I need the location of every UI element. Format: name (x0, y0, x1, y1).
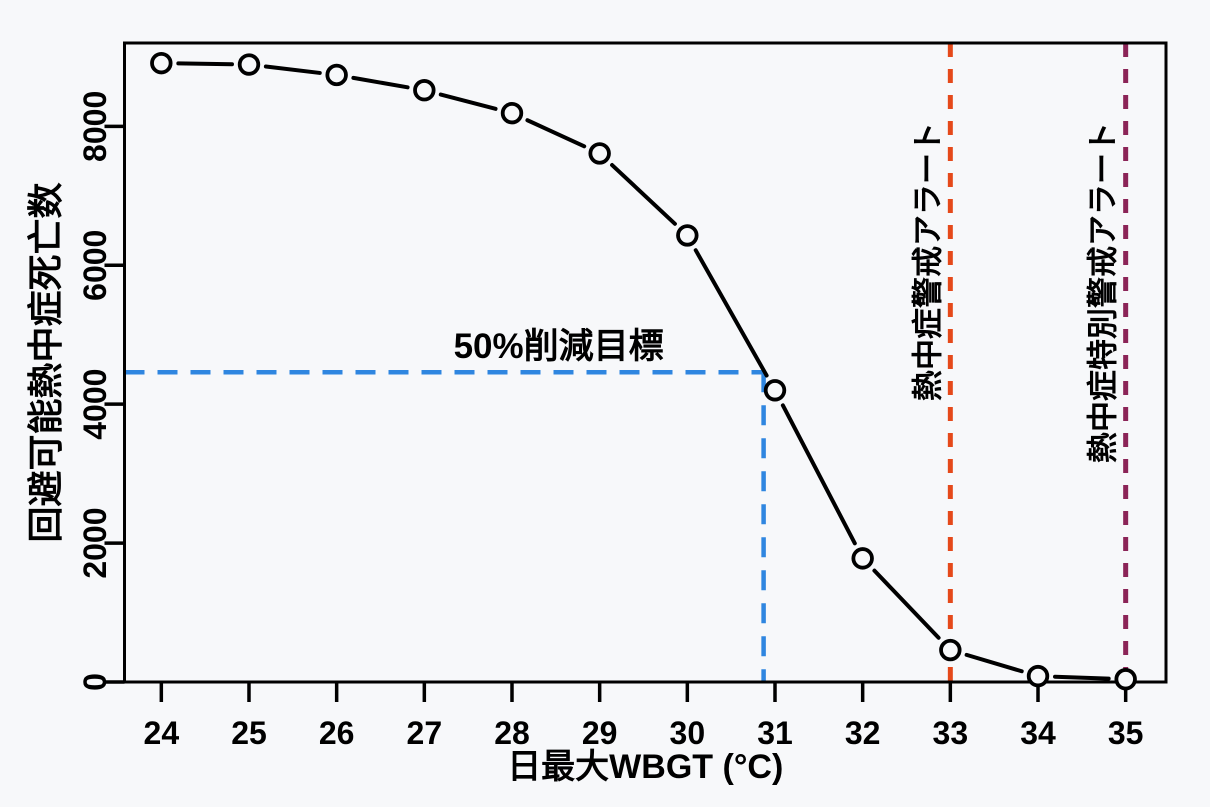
curve-segment (780, 403, 857, 546)
data-point-marker (939, 638, 962, 662)
curve-segment (351, 75, 410, 90)
x-tick-label: 29 (582, 715, 618, 751)
curve-segment (1052, 674, 1111, 681)
x-tick-label: 28 (494, 715, 530, 751)
data-point-marker (1114, 668, 1137, 691)
reduction-target-label: 50%削減目標 (454, 327, 664, 366)
y-tick-label: 0 (77, 673, 113, 691)
x-tick-label: 26 (319, 715, 355, 751)
x-tick-label: 32 (845, 715, 881, 751)
x-tick-label: 25 (231, 715, 267, 751)
curve-segment (872, 568, 941, 640)
alert-warning-label: 熱中症警戒アラート (910, 122, 945, 401)
data-point-marker (1026, 664, 1050, 688)
data-point-marker (763, 379, 787, 402)
target-lines (124, 369, 766, 682)
y-axis-label: 回避可能熱中症死亡数 (25, 182, 66, 542)
x-axis-label: 日最大WBGT (°C) (507, 748, 783, 786)
data-point-marker (413, 79, 436, 102)
data-point-marker (325, 63, 348, 87)
data-series (150, 51, 1137, 691)
x-tick-label: 30 (670, 715, 706, 751)
x-tick-label: 34 (1020, 715, 1056, 751)
curve-segment (964, 652, 1024, 674)
curve-segment (525, 118, 587, 149)
curve-segment (438, 92, 498, 111)
plot-frame (123, 41, 1168, 684)
alert-special-warning-label: 熱中症特別警戒アラート (1086, 122, 1121, 463)
x-tick-label: 33 (933, 715, 969, 751)
curve-segment (263, 64, 322, 75)
curve-segment (610, 163, 677, 226)
y-tick-label: 4000 (77, 369, 113, 440)
data-point-marker (237, 53, 261, 76)
data-point-marker (588, 142, 611, 165)
x-tick-label: 31 (757, 715, 793, 751)
x-ticks: 24 25 26 27 28 29 30 31 32 33 34 35 (144, 682, 1144, 751)
y-tick-label: 6000 (77, 230, 113, 301)
curve-segment (176, 61, 234, 67)
data-point-marker (851, 547, 874, 570)
y-ticks: 0 2000 4000 6000 8000 (77, 91, 125, 691)
data-point-marker (500, 101, 524, 125)
data-point-marker (676, 224, 699, 247)
x-tick-label: 35 (1108, 715, 1144, 751)
alert-lines (947, 43, 1129, 682)
y-tick-label: 2000 (77, 507, 113, 578)
curve-segment (693, 248, 769, 378)
x-tick-label: 27 (407, 715, 443, 751)
data-point-marker (150, 51, 173, 75)
y-tick-label: 8000 (77, 91, 113, 162)
x-tick-label: 24 (144, 715, 180, 751)
